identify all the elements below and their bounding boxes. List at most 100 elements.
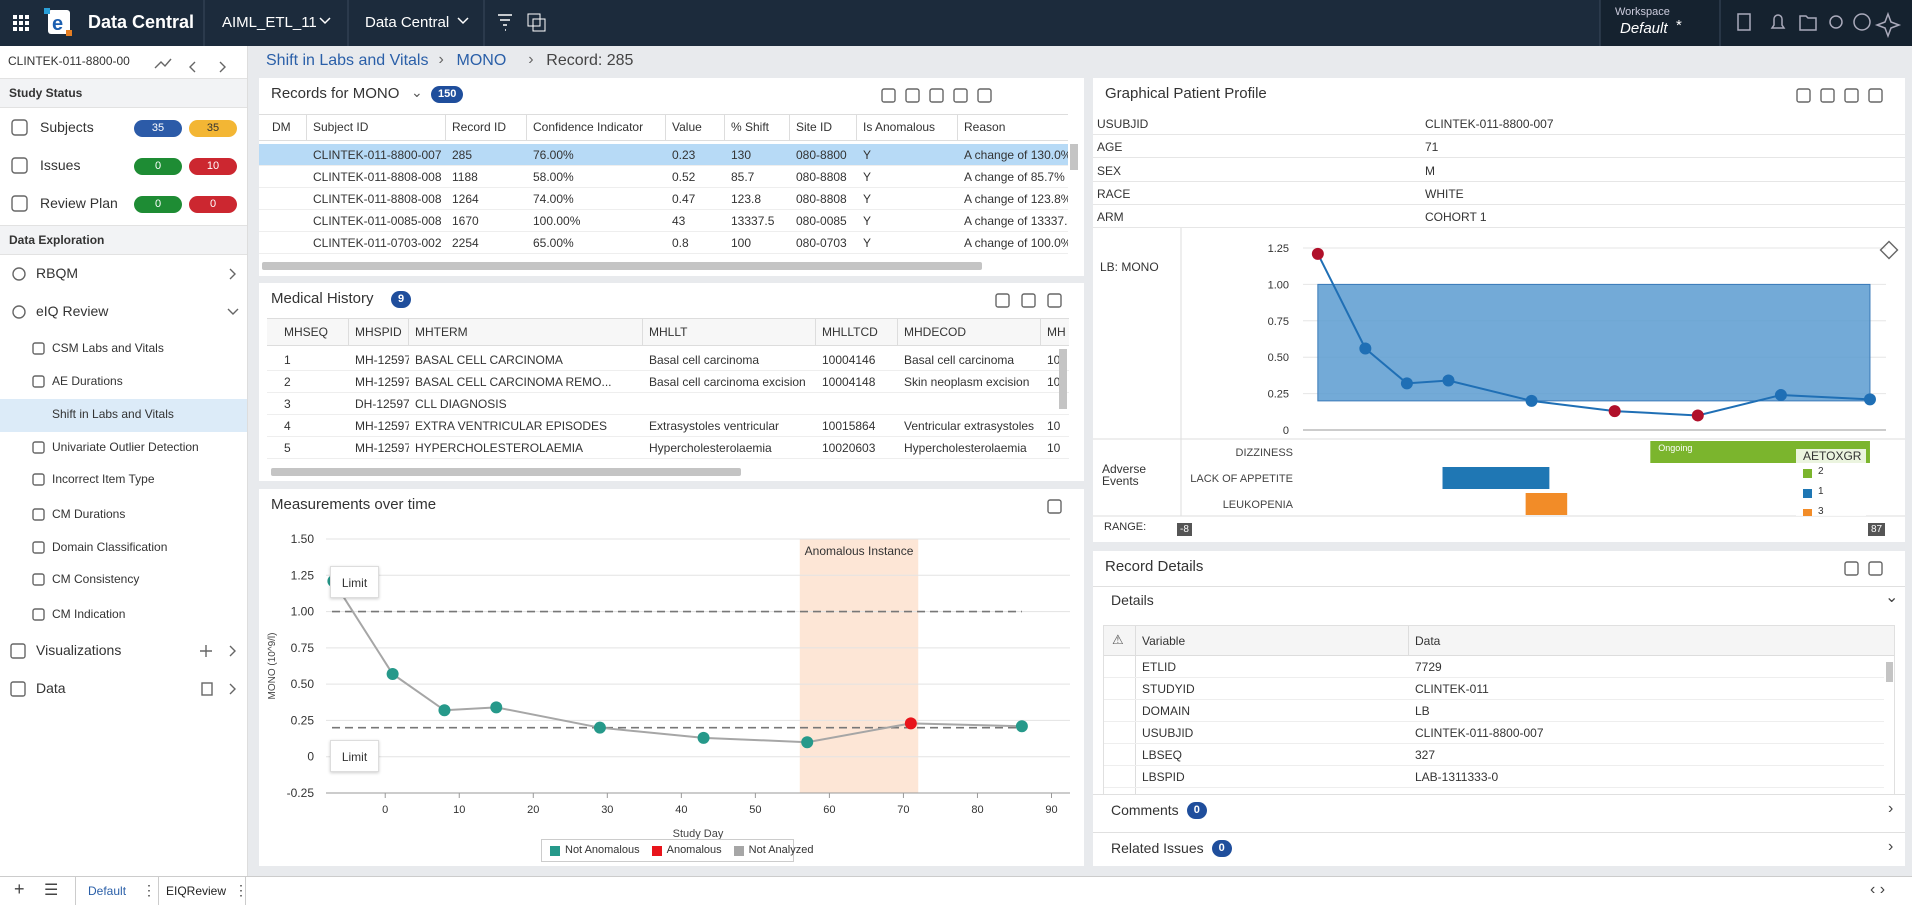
- scrollbar: [1070, 144, 1078, 170]
- column-divider: [789, 114, 790, 141]
- y-tick-label: 1.50: [291, 532, 315, 546]
- column-header: Is Anomalous: [863, 120, 936, 134]
- profile-chart: 0 0.25 0.50 0.75 1.00 1.25 DIZZINESS Ongoing LAC…: [1093, 228, 1905, 517]
- module-select[interactable]: Data Central: [365, 14, 450, 31]
- y-tick-label: 0.25: [291, 713, 315, 727]
- table-cell: 5: [284, 441, 291, 455]
- demographic-value: COHORT 1: [1425, 210, 1487, 225]
- lab-label: LB: MONO: [1100, 260, 1159, 274]
- table-row[interactable]: [267, 393, 1069, 415]
- breadcrumb-item[interactable]: Shift in Labs and Vitals: [266, 52, 429, 69]
- section-title[interactable]: Details: [1111, 592, 1154, 608]
- data-point: [1311, 247, 1324, 260]
- table-row[interactable]: [259, 144, 1068, 166]
- ae-bar: [1525, 493, 1568, 515]
- y-axis-label: MONO (10^9/l): [267, 633, 278, 700]
- nav-item[interactable]: Shift in Labs and Vitals: [52, 407, 174, 421]
- tab-menu: ⋮: [142, 882, 156, 898]
- demographic-label: USUBJID: [1097, 117, 1149, 131]
- table-row[interactable]: [259, 232, 1068, 254]
- nav-item[interactable]: Domain Classification: [52, 540, 168, 554]
- band-label: Anomalous Instance: [805, 544, 914, 558]
- table-row[interactable]: [259, 210, 1068, 232]
- table-row[interactable]: [259, 166, 1068, 188]
- table-cell: 1264: [452, 192, 479, 206]
- icon: [32, 508, 45, 521]
- count-badge: 9: [391, 291, 412, 308]
- nav-item[interactable]: CSM Labs and Vitals: [52, 341, 164, 355]
- icon: [1047, 499, 1062, 514]
- table-row[interactable]: [267, 415, 1069, 437]
- nav-group[interactable]: RBQM: [36, 265, 78, 281]
- x-tick-label: 20: [527, 804, 539, 816]
- table-row[interactable]: [267, 437, 1069, 459]
- column-divider: [526, 114, 527, 141]
- count-badge: 0: [1186, 802, 1207, 819]
- nav-group[interactable]: eIQ Review: [36, 303, 109, 319]
- legend-swatch: [1803, 509, 1812, 516]
- column-header: Subject ID: [313, 120, 369, 134]
- table-cell: 10: [1047, 441, 1061, 455]
- panel-title: Records for MONO: [271, 85, 400, 102]
- table-cell: Hypercholesterolaemia: [649, 441, 772, 455]
- project-select[interactable]: AIML_ETL_11: [222, 14, 317, 31]
- table-cell: 74.00%: [533, 192, 574, 206]
- study-id: CLINTEK-011-8800-00: [8, 54, 130, 68]
- panel-icons: [1796, 88, 1883, 103]
- nav-item[interactable]: Univariate Outlier Detection: [52, 440, 199, 454]
- icon: [200, 645, 212, 657]
- table-cell: Hypercholesterolaemia: [904, 441, 1027, 455]
- nav-item[interactable]: CM Durations: [52, 507, 126, 521]
- breadcrumb-bar: Shift in Labs and Vitals › MONO › Record: 28…: [248, 46, 1912, 77]
- table-header: [259, 114, 1068, 141]
- tab[interactable]: EIQReview: [166, 884, 227, 898]
- icon: [1868, 561, 1883, 576]
- top-icons: e: [13, 0, 1912, 46]
- chevron: [229, 683, 236, 695]
- status-label[interactable]: Review Plan: [40, 195, 118, 211]
- table-cell: HYPERCHOLESTEROLAEMIA: [415, 441, 584, 455]
- table-cell: 123.8: [731, 192, 762, 206]
- legend-label: 3: [1818, 506, 1824, 516]
- table-cell: A change of 85.7%: [964, 170, 1065, 184]
- count-badge: 0: [1211, 840, 1232, 857]
- ae-bar: [1442, 467, 1550, 489]
- status-label[interactable]: Subjects: [40, 119, 94, 135]
- nav-item[interactable]: CM Consistency: [52, 572, 140, 586]
- section-title[interactable]: Related Issues: [1111, 840, 1204, 856]
- table-cell: 65.00%: [533, 236, 574, 250]
- column-divider: [306, 114, 307, 141]
- scrollbar: [262, 262, 982, 270]
- legend-title: AETOXGR: [1803, 449, 1862, 463]
- section-title[interactable]: Comments: [1111, 802, 1179, 818]
- nav-group[interactable]: Data: [36, 680, 66, 696]
- table-row[interactable]: [267, 371, 1069, 393]
- legend-label: Not Analyzed: [748, 844, 814, 856]
- data-point: [1525, 394, 1538, 407]
- data-point: [1608, 405, 1621, 418]
- nav-item[interactable]: AE Durations: [52, 374, 123, 388]
- nav-item[interactable]: Incorrect Item Type: [52, 472, 155, 486]
- status-label[interactable]: Issues: [40, 157, 81, 173]
- breadcrumb-item[interactable]: MONO: [456, 52, 507, 69]
- count-badge: 0: [189, 196, 237, 213]
- icon: [201, 682, 213, 696]
- table-row[interactable]: [267, 349, 1069, 371]
- table-row[interactable]: [259, 188, 1068, 210]
- workspace-value[interactable]: Default: [1620, 20, 1668, 37]
- table-cell: MH-1259722-2: [355, 353, 409, 367]
- x-tick-label: 40: [675, 804, 687, 816]
- icon: [1844, 88, 1859, 103]
- y-tick-label: 0: [1283, 425, 1289, 437]
- tab[interactable]: Default: [88, 884, 127, 898]
- table-cell: LBSPID: [1142, 770, 1185, 784]
- table-cell: 0.23: [672, 148, 696, 162]
- table-cell: USUBJID: [1142, 726, 1194, 740]
- x-tick-label: 30: [601, 804, 613, 816]
- nav-item[interactable]: CM Indication: [52, 607, 126, 621]
- table-cell: Basal cell carcinoma: [649, 353, 760, 367]
- icon: [32, 441, 45, 454]
- nav-arrows: ‹ ›: [1870, 881, 1886, 898]
- nav-group[interactable]: Visualizations: [36, 642, 122, 658]
- y-tick-label: -0.25: [287, 786, 315, 800]
